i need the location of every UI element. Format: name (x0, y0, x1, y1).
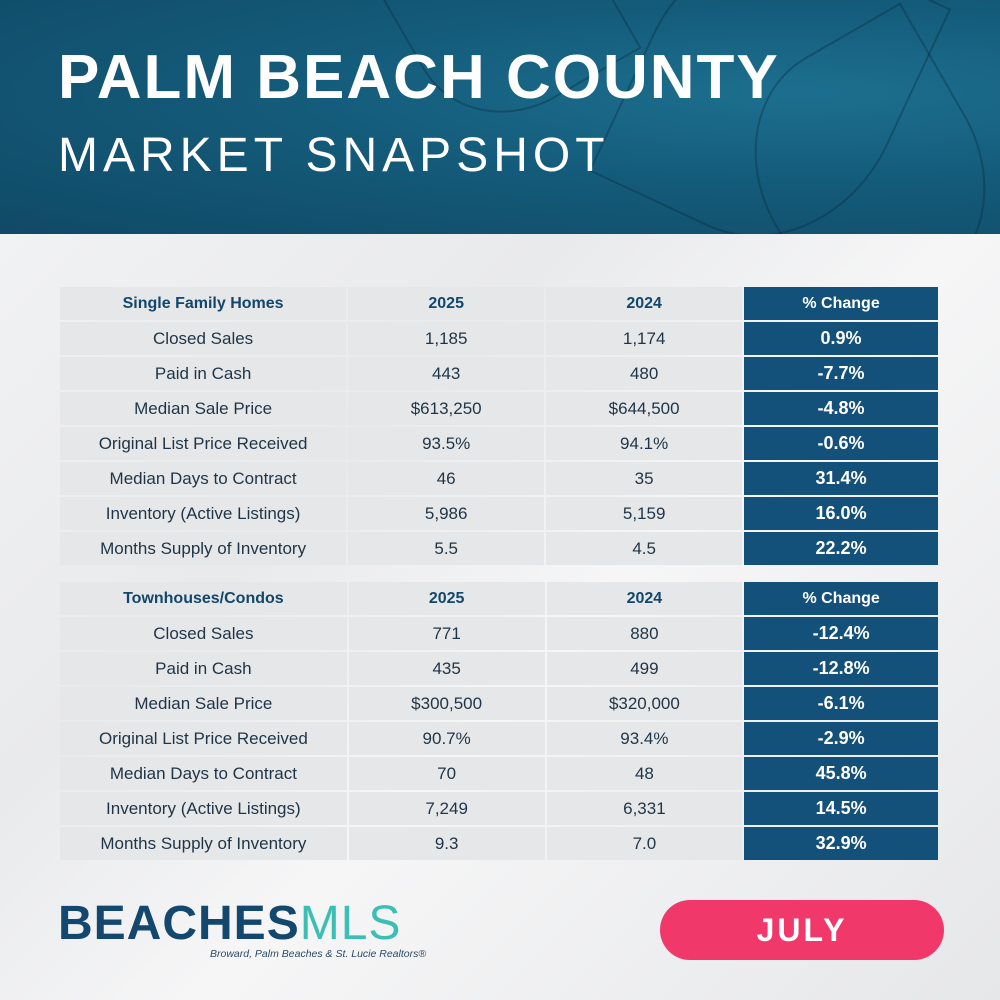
table-row: Closed Sales 771 880 -12.4% (60, 617, 938, 650)
value-2025: $613,250 (348, 392, 545, 425)
metric-label: Original List Price Received (60, 722, 347, 755)
metric-label: Inventory (Active Listings) (60, 792, 347, 825)
metric-label: Median Days to Contract (60, 757, 347, 790)
table-row: Months Supply of Inventory 5.5 4.5 22.2% (60, 532, 938, 565)
table-row: Paid in Cash 443 480 -7.7% (60, 357, 938, 390)
column-header: Townhouses/Condos (60, 582, 347, 615)
value-2024: 48 (546, 757, 743, 790)
metric-label: Original List Price Received (60, 427, 347, 460)
value-2025: 5,986 (348, 497, 545, 530)
percent-change: -12.8% (744, 652, 938, 685)
value-2024: 93.4% (546, 722, 743, 755)
value-2024: 480 (546, 357, 743, 390)
value-2025: 7,249 (348, 792, 545, 825)
single-family-table: Single Family Homes 2025 2024% Change Close… (58, 285, 940, 567)
table-row: Median Sale Price $300,500 $320,000 -6.1% (60, 687, 938, 720)
value-2024: 880 (546, 617, 743, 650)
metric-label: Closed Sales (60, 322, 347, 355)
logo-tagline: Broward, Palm Beaches & St. Lucie Realto… (210, 948, 427, 960)
metric-label: Median Sale Price (60, 687, 347, 720)
value-2024: 4.5 (546, 532, 743, 565)
value-2024: 7.0 (546, 827, 743, 860)
beaches-mls-logo: BEACHESMLS (58, 896, 401, 951)
percent-change: 31.4% (744, 462, 938, 495)
value-2024: 35 (546, 462, 743, 495)
value-2024: 499 (546, 652, 743, 685)
month-badge: JULY (660, 900, 944, 960)
percent-change: -12.4% (744, 617, 938, 650)
table-row: Median Days to Contract 70 48 45.8% (60, 757, 938, 790)
value-2025: 1,185 (348, 322, 545, 355)
table-row: Inventory (Active Listings) 5,986 5,159 16.… (60, 497, 938, 530)
metric-label: Paid in Cash (60, 652, 347, 685)
column-header: 2024 (546, 287, 743, 320)
value-2025: 93.5% (348, 427, 545, 460)
table-row: Median Days to Contract 46 35 31.4% (60, 462, 938, 495)
value-2024: 6,331 (546, 792, 743, 825)
table-row: Inventory (Active Listings) 7,249 6,331 14.… (60, 792, 938, 825)
value-2025: 435 (348, 652, 545, 685)
column-header: 2024 (546, 582, 743, 615)
metric-label: Paid in Cash (60, 357, 347, 390)
value-2025: 70 (348, 757, 545, 790)
percent-change: 45.8% (744, 757, 938, 790)
header-banner: PALM BEACH COUNTY MARKET SNAPSHOT (0, 0, 1000, 234)
logo-accent-text: MLS (299, 897, 402, 950)
value-2025: 90.7% (348, 722, 545, 755)
percent-change: 32.9% (744, 827, 938, 860)
value-2024: $644,500 (546, 392, 743, 425)
metric-label: Median Sale Price (60, 392, 347, 425)
metric-label: Inventory (Active Listings) (60, 497, 347, 530)
table-row: Months Supply of Inventory 9.3 7.0 32.9% (60, 827, 938, 860)
percent-change: -7.7% (744, 357, 938, 390)
value-2025: 9.3 (348, 827, 545, 860)
percent-change: -0.6% (744, 427, 938, 460)
metric-label: Closed Sales (60, 617, 347, 650)
column-header: Single Family Homes (60, 287, 347, 320)
table-row: Original List Price Received 90.7% 93.4% -2… (60, 722, 938, 755)
value-2025: 443 (348, 357, 545, 390)
percent-change: -2.9% (744, 722, 938, 755)
table-row: Original List Price Received 93.5% 94.1% -0… (60, 427, 938, 460)
metric-label: Months Supply of Inventory (60, 532, 347, 565)
value-2024: 5,159 (546, 497, 743, 530)
value-2025: 5.5 (348, 532, 545, 565)
value-2025: $300,500 (348, 687, 545, 720)
page-title: PALM BEACH COUNTY (58, 43, 780, 112)
percent-change: -6.1% (744, 687, 938, 720)
column-header: 2025 (348, 582, 545, 615)
percent-change: -4.8% (744, 392, 938, 425)
value-2025: 771 (348, 617, 545, 650)
percent-change: 22.2% (744, 532, 938, 565)
metric-label: Median Days to Contract (60, 462, 347, 495)
percent-change: 16.0% (744, 497, 938, 530)
value-2024: 94.1% (546, 427, 743, 460)
table-row: Median Sale Price $613,250 $644,500 -4.8% (60, 392, 938, 425)
page-subtitle: MARKET SNAPSHOT (58, 129, 610, 182)
table-header-row: Townhouses/Condos 2025 2024% Change (60, 582, 938, 615)
value-2024: 1,174 (546, 322, 743, 355)
logo-text: BEACHES (58, 897, 300, 950)
value-2024: $320,000 (546, 687, 743, 720)
column-header: % Change (744, 287, 938, 320)
metric-label: Months Supply of Inventory (60, 827, 347, 860)
table-row: Closed Sales 1,185 1,174 0.9% (60, 322, 938, 355)
percent-change: 14.5% (744, 792, 938, 825)
table-header-row: Single Family Homes 2025 2024% Change (60, 287, 938, 320)
column-header: 2025 (348, 287, 545, 320)
value-2025: 46 (348, 462, 545, 495)
column-header: % Change (744, 582, 938, 615)
townhouse-condo-table: Townhouses/Condos 2025 2024% Change Closed … (58, 580, 940, 862)
percent-change: 0.9% (744, 322, 938, 355)
table-row: Paid in Cash 435 499 -12.8% (60, 652, 938, 685)
